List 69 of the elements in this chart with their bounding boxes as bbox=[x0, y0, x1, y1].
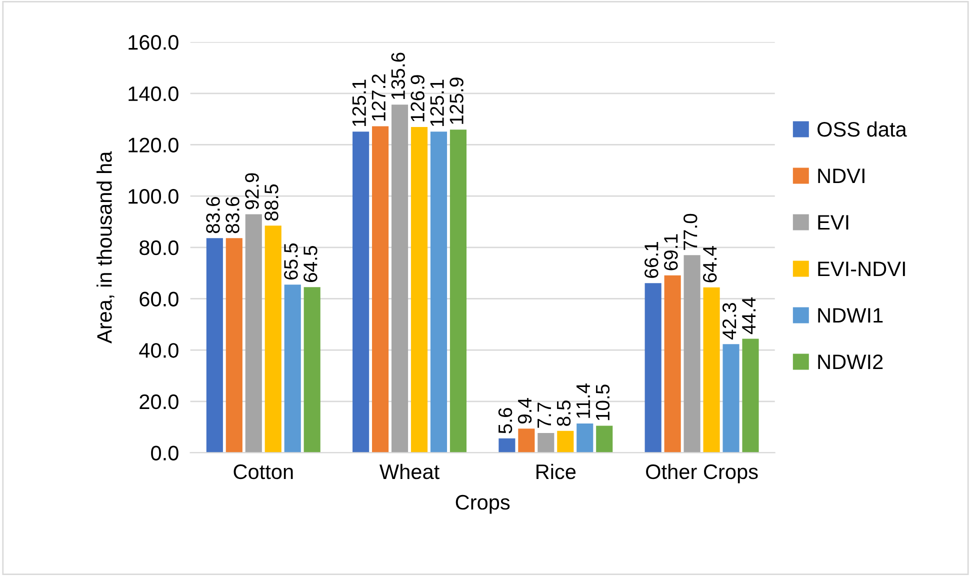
data-label: 125.1 bbox=[352, 80, 366, 126]
legend-label: EVI-NDVI bbox=[818, 262, 905, 276]
x-tick-label: Other Crops bbox=[646, 464, 758, 484]
data-label: 8.5 bbox=[556, 400, 571, 426]
bar bbox=[226, 238, 242, 453]
y-tick-label: 60.0 bbox=[140, 292, 178, 306]
data-label: 125.1 bbox=[430, 80, 444, 126]
data-label: 64.4 bbox=[702, 246, 717, 282]
bar bbox=[410, 127, 428, 453]
bar bbox=[372, 126, 389, 453]
y-tick-label: 80.0 bbox=[140, 240, 178, 256]
data-label: 65.5 bbox=[284, 243, 298, 280]
legend-label: OSS data bbox=[818, 121, 907, 137]
data-label: 66.1 bbox=[644, 242, 658, 278]
data-label: 64.5 bbox=[304, 246, 318, 282]
bar bbox=[352, 132, 370, 453]
legend-label: NDVI bbox=[818, 168, 864, 184]
data-label: 125.9 bbox=[450, 78, 464, 124]
bar bbox=[245, 214, 262, 453]
data-label: 42.3 bbox=[722, 303, 736, 340]
bar bbox=[518, 428, 535, 453]
bar bbox=[576, 423, 594, 453]
y-tick-label: 100.0 bbox=[128, 189, 178, 204]
data-label: 9.4 bbox=[518, 398, 532, 424]
y-tick-label: 120.0 bbox=[128, 138, 178, 152]
bar bbox=[538, 432, 554, 453]
bar bbox=[557, 430, 574, 453]
data-label: 10.5 bbox=[596, 384, 610, 420]
x-tick-label: Wheat bbox=[380, 464, 440, 480]
data-label: 83.6 bbox=[206, 196, 220, 234]
y-tick-label: 140.0 bbox=[128, 86, 178, 102]
data-label: 88.5 bbox=[264, 184, 278, 221]
legend-label: NDWI2 bbox=[818, 354, 883, 370]
data-label: 77.0 bbox=[684, 214, 698, 250]
bar bbox=[391, 104, 408, 453]
y-tick-label: 160.0 bbox=[128, 35, 178, 50]
x-tick-label: Rice bbox=[536, 464, 576, 480]
bar bbox=[264, 226, 282, 453]
bar bbox=[304, 287, 320, 453]
bar bbox=[498, 438, 516, 453]
x-tick-label: Cotton bbox=[234, 464, 293, 480]
bar bbox=[206, 238, 223, 453]
data-label: 135.6 bbox=[391, 52, 405, 100]
data-label: 92.9 bbox=[245, 173, 259, 210]
data-label: 126.9 bbox=[410, 75, 424, 122]
x-axis-title: Crops bbox=[456, 494, 510, 514]
y-tick-label: 0.0 bbox=[151, 446, 178, 460]
bar bbox=[644, 283, 662, 453]
y-axis-title: Area, in thousand ha bbox=[96, 151, 114, 344]
bar bbox=[430, 132, 448, 453]
bar bbox=[284, 284, 301, 453]
data-label: 127.2 bbox=[372, 74, 386, 121]
data-label: 11.4 bbox=[576, 383, 590, 418]
y-tick-label: 20.0 bbox=[140, 394, 178, 410]
data-label: 83.6 bbox=[226, 196, 240, 234]
data-label: 44.4 bbox=[742, 297, 756, 334]
y-tick-label: 40.0 bbox=[139, 343, 178, 358]
bar bbox=[596, 426, 613, 453]
data-label: 69.1 bbox=[664, 234, 678, 270]
data-label: 7.7 bbox=[538, 402, 551, 428]
bar bbox=[722, 344, 740, 453]
bar bbox=[684, 255, 700, 453]
bar bbox=[664, 275, 681, 453]
bar bbox=[450, 130, 467, 453]
bar bbox=[742, 338, 759, 453]
bar bbox=[703, 287, 720, 453]
data-label: 5.6 bbox=[498, 408, 512, 434]
legend-label: NDWI1 bbox=[818, 308, 883, 323]
legend-label: EVI bbox=[818, 215, 848, 230]
